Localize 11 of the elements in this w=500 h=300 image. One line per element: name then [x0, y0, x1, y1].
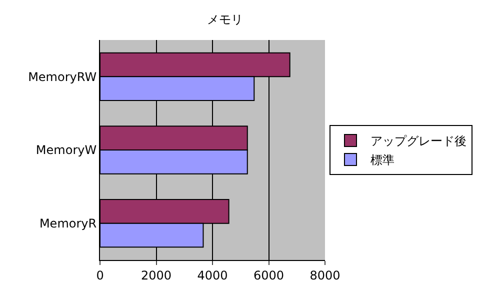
x-tick-label: 8000: [310, 268, 340, 282]
y-tick-label: MemoryW: [36, 143, 97, 158]
x-tick-label: 4000: [197, 268, 228, 282]
y-tick-label: MemoryR: [39, 216, 97, 231]
x-tick-label: 0: [96, 268, 104, 282]
legend-label: アップグレード後: [370, 134, 466, 148]
x-tick-label: 2000: [140, 268, 172, 282]
legend-label: 標準: [370, 153, 394, 168]
x-tick-label: 6000: [253, 268, 284, 282]
y-tick-label: MemoryRW: [28, 70, 97, 84]
chart-title: メモリ: [207, 12, 243, 26]
